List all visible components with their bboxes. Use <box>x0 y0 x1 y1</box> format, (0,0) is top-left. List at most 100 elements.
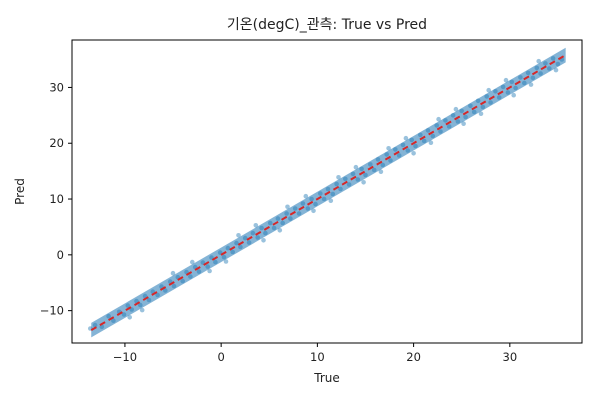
data-point <box>438 129 443 134</box>
data-point <box>488 100 493 105</box>
data-point <box>463 114 468 120</box>
data-point <box>493 89 498 94</box>
data-point <box>207 268 212 274</box>
data-point <box>534 65 540 71</box>
data-point <box>259 225 264 231</box>
data-point <box>484 94 490 99</box>
data-point <box>359 166 364 172</box>
data-point <box>400 142 406 148</box>
y-tick-label: 10 <box>49 192 64 206</box>
data-point <box>553 67 559 73</box>
data-point <box>250 230 256 236</box>
data-point <box>246 240 252 245</box>
data-point <box>296 211 302 216</box>
data-point <box>234 240 239 246</box>
data-point <box>525 70 531 76</box>
data-point <box>343 176 348 182</box>
data-point <box>190 259 195 265</box>
data-point <box>92 322 98 328</box>
y-tick-label: 0 <box>57 248 64 262</box>
reference-line <box>90 54 567 332</box>
data-point <box>325 186 331 192</box>
data-point <box>455 119 461 124</box>
data-point <box>509 79 515 85</box>
data-point <box>409 137 415 143</box>
x-axis-label: True <box>313 371 340 385</box>
data-point <box>275 216 281 221</box>
data-point <box>355 177 361 182</box>
data-point <box>446 124 452 129</box>
data-point <box>361 180 366 185</box>
data-point <box>363 172 368 178</box>
data-point <box>263 230 268 236</box>
data-point <box>371 167 377 173</box>
data-point <box>475 98 481 104</box>
data-point <box>180 278 185 284</box>
data-point <box>450 113 456 118</box>
data-point <box>336 175 341 180</box>
data-point <box>313 201 318 207</box>
data-point <box>486 87 492 93</box>
data-point <box>292 206 298 211</box>
chart-title: 기온(degC)_관측: True vs Pred <box>227 17 427 33</box>
data-point <box>236 233 241 238</box>
data-point <box>461 121 466 126</box>
data-point <box>528 82 534 87</box>
data-point <box>405 148 411 153</box>
data-point <box>121 312 127 317</box>
y-axis-label: Pred <box>13 178 27 205</box>
data-point <box>555 61 561 67</box>
x-tick-label: 10 <box>310 350 325 364</box>
data-point <box>155 292 160 298</box>
data-point <box>500 84 506 90</box>
x-tick-label: 20 <box>406 350 421 364</box>
data-point <box>146 297 152 303</box>
data-point <box>380 162 386 168</box>
x-axis: −10 0 10 20 30 <box>113 343 517 364</box>
data-point <box>261 238 266 243</box>
data-point <box>550 56 556 61</box>
y-tick-label: −10 <box>40 304 64 318</box>
data-point <box>536 58 541 64</box>
data-point <box>396 153 402 158</box>
data-point <box>225 245 231 251</box>
data-point <box>386 146 391 151</box>
data-point <box>471 109 477 115</box>
data-point <box>403 135 409 141</box>
data-point <box>375 157 381 162</box>
data-point <box>496 95 502 100</box>
data-point <box>425 128 431 133</box>
data-point <box>280 220 286 226</box>
data-point <box>321 196 327 202</box>
data-point <box>288 216 293 221</box>
y-tick-label: 20 <box>49 136 64 150</box>
x-tick-label: −10 <box>113 350 137 364</box>
data-point <box>468 103 473 109</box>
reference-line-group <box>90 54 567 332</box>
data-point <box>378 169 384 174</box>
data-point <box>285 204 290 210</box>
data-point <box>459 108 465 114</box>
data-point <box>513 85 518 91</box>
data-point <box>238 244 243 250</box>
data-point <box>543 61 548 66</box>
data-point <box>384 152 390 157</box>
data-point <box>127 315 132 320</box>
data-point <box>330 191 336 197</box>
data-point <box>428 140 434 145</box>
x-tick-label: 30 <box>503 350 518 364</box>
data-point <box>213 259 218 265</box>
data-point <box>530 75 536 81</box>
data-point <box>430 133 436 139</box>
data-point <box>139 307 145 313</box>
data-point <box>271 225 277 231</box>
data-point <box>350 171 356 177</box>
data-point <box>505 90 511 95</box>
data-point <box>434 123 440 128</box>
data-point <box>138 302 143 308</box>
data-point <box>223 259 229 264</box>
data-point <box>277 228 283 233</box>
data-point <box>478 111 484 116</box>
data-point <box>253 223 259 228</box>
data-point <box>453 106 459 112</box>
